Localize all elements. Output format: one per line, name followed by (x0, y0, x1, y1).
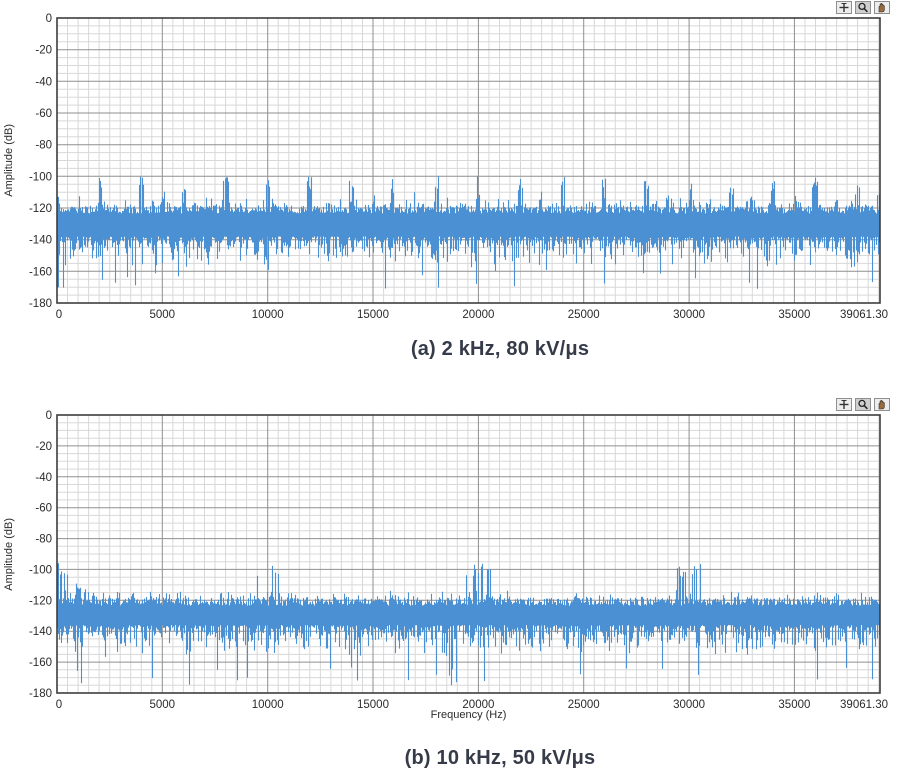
svg-text:-20: -20 (35, 441, 52, 453)
svg-text:-140: -140 (29, 626, 52, 638)
svg-text:-160: -160 (29, 266, 52, 278)
svg-text:39061.30: 39061.30 (840, 699, 888, 711)
svg-text:39061.30: 39061.30 (840, 309, 888, 321)
svg-text:5000: 5000 (150, 309, 176, 321)
svg-text:-120: -120 (29, 203, 52, 215)
graph-palette-b (836, 398, 890, 411)
graph-palette-a (836, 1, 890, 14)
svg-text:-20: -20 (35, 45, 52, 57)
cursor-tool-button[interactable] (836, 398, 852, 411)
svg-text:0: 0 (46, 410, 52, 422)
svg-text:0: 0 (56, 699, 62, 711)
svg-text:30000: 30000 (673, 699, 705, 711)
svg-text:-180: -180 (29, 688, 52, 700)
spectrum-plot-b[interactable]: 0 5000 10000 15000 20000 25000 30000 35000 39061… (0, 393, 900, 729)
zoom-tool-button[interactable] (855, 398, 871, 411)
svg-text:20000: 20000 (462, 699, 494, 711)
spectrum-figure-b: Amplitude (dB) 0 5000 10000 15000 20000 25000… (0, 393, 900, 733)
svg-text:15000: 15000 (357, 309, 389, 321)
svg-text:35000: 35000 (778, 309, 810, 321)
spectrum-figure-a: Amplitude (dB) 0 5000 10000 15000 20000 25000… (0, 0, 900, 332)
crosshair-icon (839, 400, 849, 409)
svg-text:-40: -40 (35, 472, 52, 484)
spectrum-plot-a[interactable]: 0 5000 10000 15000 20000 25000 30000 35000 39061… (0, 0, 900, 330)
svg-text:-100: -100 (29, 564, 52, 576)
svg-text:0: 0 (56, 309, 62, 321)
svg-text:-60: -60 (35, 108, 52, 120)
hand-icon (878, 399, 885, 410)
svg-text:0: 0 (46, 13, 52, 25)
svg-text:-120: -120 (29, 595, 52, 607)
cursor-tool-button[interactable] (836, 1, 852, 14)
caption-a: (a) 2 kHz, 80 kV/μs (410, 338, 590, 360)
magnifier-icon (858, 399, 868, 410)
svg-text:25000: 25000 (568, 309, 600, 321)
pan-tool-button[interactable] (874, 1, 890, 14)
svg-text:-40: -40 (35, 76, 52, 88)
svg-text:10000: 10000 (252, 309, 284, 321)
svg-text:10000: 10000 (252, 699, 284, 711)
svg-text:35000: 35000 (778, 699, 810, 711)
svg-text:20000: 20000 (462, 309, 494, 321)
crosshair-icon (839, 3, 849, 12)
pan-tool-button[interactable] (874, 398, 890, 411)
svg-text:-80: -80 (35, 140, 52, 152)
x-axis-title-b: Frequency (Hz) (430, 709, 507, 721)
svg-text:-60: -60 (35, 503, 52, 515)
svg-text:-160: -160 (29, 657, 52, 669)
svg-text:-180: -180 (29, 298, 52, 310)
svg-text:15000: 15000 (357, 699, 389, 711)
svg-text:5000: 5000 (150, 699, 176, 711)
svg-text:30000: 30000 (673, 309, 705, 321)
hand-icon (878, 2, 885, 13)
svg-text:-100: -100 (29, 171, 52, 183)
svg-text:25000: 25000 (568, 699, 600, 711)
svg-text:-140: -140 (29, 235, 52, 247)
zoom-tool-button[interactable] (855, 1, 871, 14)
caption-b: (b) 10 kHz, 50 kV/μs (404, 747, 596, 769)
magnifier-icon (858, 2, 868, 13)
svg-text:-80: -80 (35, 534, 52, 546)
